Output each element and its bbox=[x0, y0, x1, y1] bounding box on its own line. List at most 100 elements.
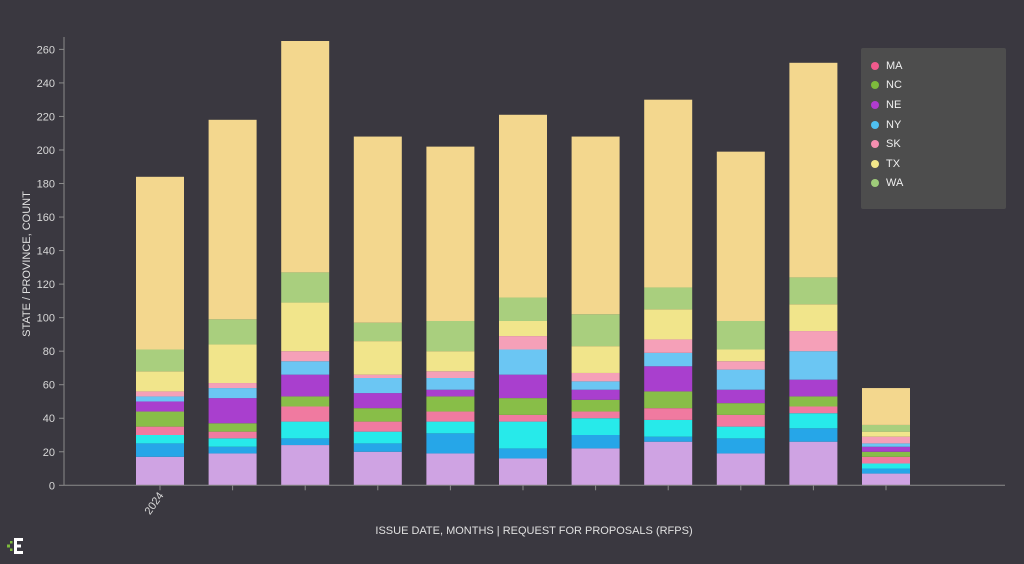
bar-segment[interactable] bbox=[862, 456, 910, 464]
bar-segment[interactable] bbox=[136, 176, 184, 350]
bar-segment[interactable] bbox=[499, 297, 547, 321]
bar-segment[interactable] bbox=[571, 381, 620, 390]
bar-segment[interactable] bbox=[281, 445, 330, 486]
bar-segment[interactable] bbox=[208, 383, 257, 389]
bar-segment[interactable] bbox=[426, 371, 475, 378]
bar-segment[interactable] bbox=[716, 389, 765, 404]
bar-segment[interactable] bbox=[353, 431, 402, 444]
bar-segment[interactable] bbox=[136, 349, 184, 372]
bar-segment[interactable] bbox=[136, 401, 184, 412]
bar-segment[interactable] bbox=[644, 339, 693, 353]
bar-segment[interactable] bbox=[353, 322, 402, 342]
bar-segment[interactable] bbox=[426, 396, 475, 412]
bar-segment[interactable] bbox=[862, 431, 910, 437]
bar-segment[interactable] bbox=[281, 396, 330, 407]
bar-segment[interactable] bbox=[571, 314, 620, 347]
bar-segment[interactable] bbox=[571, 411, 620, 419]
legend-item-ne[interactable]: NE bbox=[871, 95, 1006, 115]
bar-segment[interactable] bbox=[208, 438, 257, 447]
bar-segment[interactable] bbox=[426, 351, 475, 372]
bar-segment[interactable] bbox=[789, 441, 838, 486]
bar-segment[interactable] bbox=[789, 331, 838, 352]
bar-segment[interactable] bbox=[353, 136, 402, 323]
bar-segment[interactable] bbox=[281, 351, 330, 362]
bar-segment[interactable] bbox=[644, 391, 693, 409]
bar-segment[interactable] bbox=[208, 388, 257, 399]
bar-segment[interactable] bbox=[716, 369, 765, 390]
bar-segment[interactable] bbox=[644, 99, 693, 288]
bar-segment[interactable] bbox=[571, 448, 620, 486]
bar-segment[interactable] bbox=[499, 349, 547, 375]
bar-segment[interactable] bbox=[571, 435, 620, 449]
bar-segment[interactable] bbox=[353, 377, 402, 394]
bar-segment[interactable] bbox=[862, 446, 910, 452]
bar-segment[interactable] bbox=[571, 346, 620, 373]
bar-segment[interactable] bbox=[136, 411, 184, 427]
bar-segment[interactable] bbox=[426, 377, 475, 390]
bar-segment[interactable] bbox=[862, 468, 910, 474]
bar-segment[interactable] bbox=[136, 426, 184, 436]
bar-segment[interactable] bbox=[499, 398, 547, 415]
bar-segment[interactable] bbox=[208, 431, 257, 439]
bar-segment[interactable] bbox=[862, 451, 910, 457]
bar-segment[interactable] bbox=[208, 319, 257, 345]
bar-segment[interactable] bbox=[281, 272, 330, 303]
bar-segment[interactable] bbox=[136, 435, 184, 444]
bar-segment[interactable] bbox=[426, 411, 475, 422]
bar-segment[interactable] bbox=[644, 366, 693, 392]
bar-segment[interactable] bbox=[353, 408, 402, 422]
bar-segment[interactable] bbox=[716, 426, 765, 439]
bar-segment[interactable] bbox=[136, 371, 184, 392]
bar-segment[interactable] bbox=[499, 320, 547, 337]
bar-segment[interactable] bbox=[789, 428, 838, 442]
bar-segment[interactable] bbox=[353, 393, 402, 409]
bar-segment[interactable] bbox=[426, 433, 475, 454]
bar-segment[interactable] bbox=[499, 414, 547, 422]
bar-segment[interactable] bbox=[644, 436, 693, 442]
bar-segment[interactable] bbox=[789, 304, 838, 332]
bar-segment[interactable] bbox=[716, 414, 765, 427]
bar-segment[interactable] bbox=[281, 406, 330, 422]
bar-segment[interactable] bbox=[353, 374, 402, 378]
bar-segment[interactable] bbox=[208, 398, 257, 424]
legend-item-wa[interactable]: WA bbox=[871, 174, 1006, 194]
bar-segment[interactable] bbox=[281, 361, 330, 375]
bar-segment[interactable] bbox=[353, 341, 402, 375]
bar-segment[interactable] bbox=[426, 421, 475, 434]
bar-segment[interactable] bbox=[208, 453, 257, 486]
bar-segment[interactable] bbox=[136, 443, 184, 457]
bar-segment[interactable] bbox=[136, 391, 184, 397]
bar-segment[interactable] bbox=[136, 396, 184, 402]
bar-segment[interactable] bbox=[789, 406, 838, 414]
bar-segment[interactable] bbox=[862, 424, 910, 432]
bar-segment[interactable] bbox=[644, 287, 693, 310]
bar-segment[interactable] bbox=[789, 62, 838, 278]
bar-segment[interactable] bbox=[499, 336, 547, 350]
bar-segment[interactable] bbox=[499, 458, 547, 486]
bar-segment[interactable] bbox=[862, 473, 910, 486]
bar-segment[interactable] bbox=[862, 463, 910, 469]
bar-segment[interactable] bbox=[353, 451, 402, 486]
bar-segment[interactable] bbox=[208, 446, 257, 454]
legend-item-tx[interactable]: TX bbox=[871, 154, 1006, 174]
bar-segment[interactable] bbox=[644, 352, 693, 367]
bar-segment[interactable] bbox=[716, 320, 765, 350]
bar-segment[interactable] bbox=[862, 436, 910, 444]
bar-segment[interactable] bbox=[353, 443, 402, 452]
bar-segment[interactable] bbox=[789, 413, 838, 429]
legend-item-ny[interactable]: NY bbox=[871, 115, 1006, 135]
bar-segment[interactable] bbox=[499, 421, 547, 449]
bar-segment[interactable] bbox=[499, 374, 547, 399]
bar-segment[interactable] bbox=[789, 277, 838, 305]
bar-segment[interactable] bbox=[644, 408, 693, 420]
bar-segment[interactable] bbox=[208, 423, 257, 432]
bar-segment[interactable] bbox=[281, 41, 330, 273]
bar-segment[interactable] bbox=[571, 372, 620, 382]
legend-item-ma[interactable]: MA bbox=[871, 56, 1006, 76]
bar-segment[interactable] bbox=[136, 456, 184, 486]
bar-segment[interactable] bbox=[716, 453, 765, 486]
bar-segment[interactable] bbox=[644, 441, 693, 486]
bar-segment[interactable] bbox=[426, 389, 475, 397]
bar-segment[interactable] bbox=[353, 421, 402, 432]
bar-segment[interactable] bbox=[716, 151, 765, 321]
